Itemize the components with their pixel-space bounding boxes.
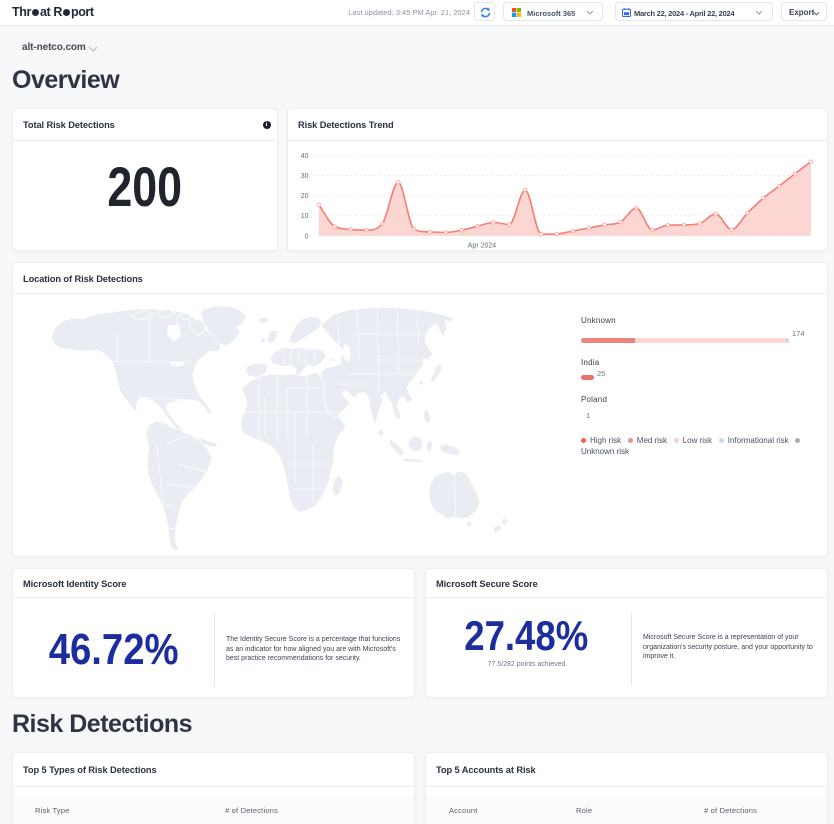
svg-text:10: 10 <box>301 213 309 220</box>
svg-text:30: 30 <box>301 173 309 180</box>
svg-text:20: 20 <box>301 193 309 200</box>
svg-text:0: 0 <box>305 233 309 240</box>
svg-text:Apr 2024: Apr 2024 <box>468 243 497 250</box>
svg-text:40: 40 <box>301 153 309 160</box>
